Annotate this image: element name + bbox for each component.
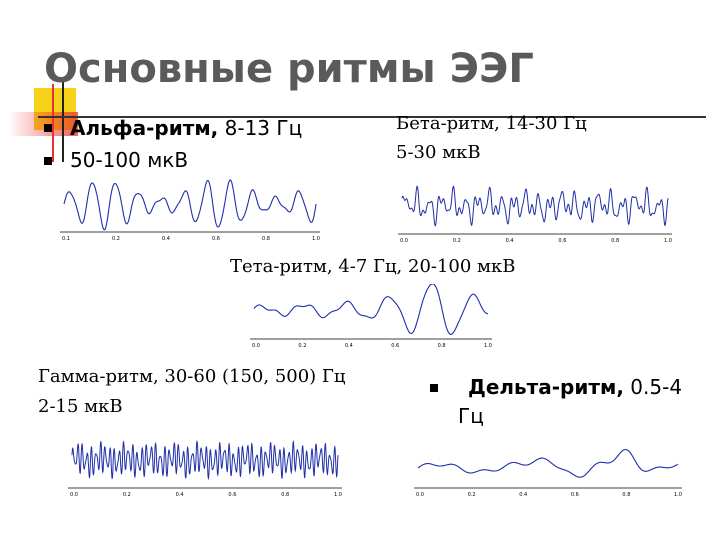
theta-tick-label: 0.4	[345, 343, 353, 349]
beta-tick-labels: 0.0 0.2 0.4 0.6 0.8 1.0	[400, 238, 672, 244]
alpha-wave-svg: 0.1 0.2 0.4 0.6 0.8 1.0	[60, 179, 320, 242]
delta-tick-labels: 0.0 0.2 0.4 0.6 0.8 1.0	[416, 492, 682, 498]
gamma-amplitude: 2-15 мкВ	[38, 396, 123, 417]
beta-tick-label: 0.8	[611, 238, 619, 244]
theta-tick-label: 0.0	[252, 343, 260, 349]
delta-tick-label: 0.2	[468, 492, 476, 498]
gamma-tick-label: 1.0	[334, 492, 342, 498]
beta-heading: Бета-ритм, 14-30 Гц	[396, 113, 587, 134]
alpha-trace	[63, 179, 317, 231]
gamma-trace	[71, 439, 339, 481]
gamma-tick-label: 0.8	[281, 492, 289, 498]
alpha-wave-chart: 0.1 0.2 0.4 0.6 0.8 1.0	[58, 174, 322, 244]
alpha-tick-label: 0.2	[112, 236, 120, 242]
decor-black-vertical-line	[62, 82, 64, 162]
bullet-icon	[44, 157, 52, 165]
gamma-wave-chart: 0.0 0.2 0.4 0.6 0.8 1.0	[66, 432, 344, 502]
decor-red-vertical-bar	[52, 84, 54, 162]
gamma-tick-label: 0.4	[176, 492, 184, 498]
delta-freq: 0.5-4	[623, 375, 683, 399]
alpha-tick-labels: 0.1 0.2 0.4 0.6 0.8 1.0	[62, 236, 320, 242]
gamma-heading: Гамма-ритм, 30-60 (150, 500) Гц	[38, 366, 346, 387]
alpha-tick-label: 1.0	[312, 236, 320, 242]
alpha-name: Альфа-ритм,	[70, 116, 219, 140]
delta-wave-chart: 0.0 0.2 0.4 0.6 0.8 1.0	[412, 432, 684, 502]
beta-wave-svg: 0.0 0.2 0.4 0.6 0.8 1.0	[398, 185, 672, 244]
beta-tick-label: 0.6	[558, 238, 566, 244]
alpha-amplitude: 50-100 мкВ	[70, 148, 189, 172]
theta-wave-chart: 0.0 0.2 0.4 0.6 0.8 1.0	[248, 284, 494, 352]
theta-trace	[253, 284, 489, 335]
beta-tick-label: 0.0	[400, 238, 408, 244]
beta-trace	[401, 185, 669, 227]
beta-tick-label: 0.2	[453, 238, 461, 244]
bullet-icon	[44, 124, 52, 132]
delta-heading: Дельта-ритм, 0.5-4	[468, 375, 682, 399]
beta-tick-label: 1.0	[664, 238, 672, 244]
delta-tick-label: 0.0	[416, 492, 424, 498]
delta-wave-svg: 0.0 0.2 0.4 0.6 0.8 1.0	[414, 448, 682, 498]
bullet-icon	[430, 384, 438, 392]
alpha-tick-label: 0.4	[162, 236, 170, 242]
alpha-tick-label: 0.8	[262, 236, 270, 242]
delta-tick-label: 1.0	[674, 492, 682, 498]
gamma-tick-label: 0.0	[70, 492, 78, 498]
gamma-wave-svg: 0.0 0.2 0.4 0.6 0.8 1.0	[68, 439, 342, 498]
delta-trace	[417, 448, 679, 478]
beta-amplitude: 5-30 мкВ	[396, 142, 481, 163]
theta-tick-labels: 0.0 0.2 0.4 0.6 0.8 1.0	[252, 343, 492, 349]
alpha-freq: 8-13 Гц	[218, 116, 303, 140]
delta-tick-label: 0.4	[519, 492, 527, 498]
alpha-heading: Альфа-ритм, 8-13 Гц	[70, 116, 302, 140]
beta-wave-chart: 0.0 0.2 0.4 0.6 0.8 1.0	[396, 176, 674, 246]
alpha-tick-label: 0.1	[62, 236, 70, 242]
delta-tick-label: 0.6	[571, 492, 579, 498]
delta-name: Дельта-ритм,	[468, 375, 624, 399]
theta-tick-label: 0.6	[391, 343, 399, 349]
gamma-tick-label: 0.2	[123, 492, 131, 498]
delta-freq-unit: Гц	[458, 404, 484, 428]
title-underline	[38, 116, 706, 118]
page-title: Основные ритмы ЭЭГ	[44, 46, 534, 92]
theta-tick-label: 0.8	[438, 343, 446, 349]
theta-tick-label: 1.0	[484, 343, 492, 349]
beta-tick-label: 0.4	[506, 238, 514, 244]
gamma-tick-labels: 0.0 0.2 0.4 0.6 0.8 1.0	[70, 492, 342, 498]
alpha-tick-label: 0.6	[212, 236, 220, 242]
delta-tick-label: 0.8	[622, 492, 630, 498]
gamma-tick-label: 0.6	[228, 492, 236, 498]
theta-wave-svg: 0.0 0.2 0.4 0.6 0.8 1.0	[250, 284, 492, 349]
theta-tick-label: 0.2	[298, 343, 306, 349]
theta-heading: Тета-ритм, 4-7 Гц, 20-100 мкВ	[230, 256, 516, 277]
